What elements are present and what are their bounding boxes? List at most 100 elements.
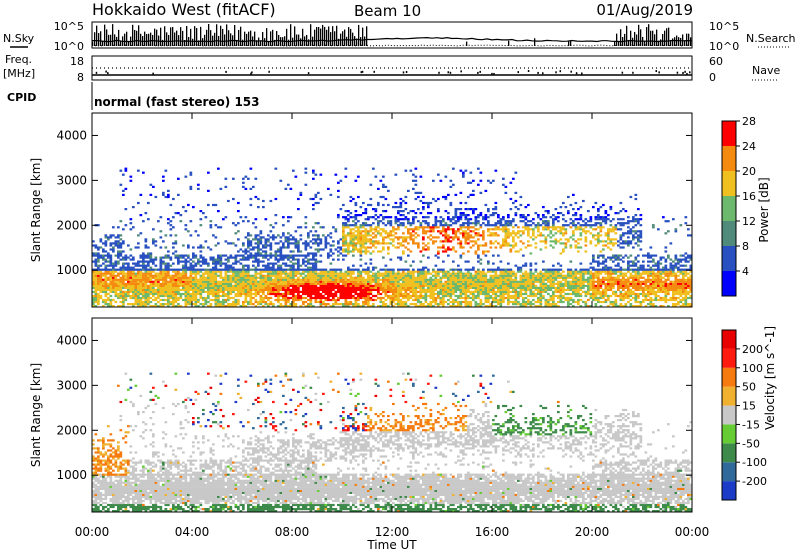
heatmap-cell xyxy=(514,242,518,245)
heatmap-cell xyxy=(294,175,298,178)
heatmap-cell xyxy=(144,264,148,267)
heatmap-cell xyxy=(402,296,405,300)
heatmap-cell xyxy=(382,222,385,225)
heatmap-cell xyxy=(102,258,105,261)
heatmap-cell xyxy=(144,284,148,287)
heatmap-cell xyxy=(372,228,375,231)
heatmap-cell xyxy=(462,224,465,227)
heatmap-cell xyxy=(532,228,535,231)
heatmap-cell xyxy=(179,288,183,291)
heatmap-cell xyxy=(117,244,120,247)
freq-mark xyxy=(658,71,660,74)
heatmap-cell xyxy=(494,274,498,277)
heatmap-cell xyxy=(517,292,520,296)
heatmap-cell xyxy=(359,282,363,285)
heatmap-cell xyxy=(287,292,290,296)
heatmap-cell xyxy=(342,296,345,300)
heatmap-cell xyxy=(502,216,505,219)
heatmap-cell xyxy=(174,286,178,289)
heatmap-cell xyxy=(504,244,508,247)
heatmap-cell xyxy=(544,298,548,302)
heatmap-cell xyxy=(462,280,465,283)
heatmap-cell xyxy=(257,286,260,289)
heatmap-cell xyxy=(157,272,160,275)
heatmap-cell xyxy=(167,268,170,271)
heatmap-cell xyxy=(247,282,250,285)
heatmap-cell xyxy=(427,216,430,219)
noise-bar xyxy=(216,24,218,46)
heatmap-cell xyxy=(509,282,513,285)
heatmap-cell xyxy=(229,280,233,283)
heatmap-cell xyxy=(364,212,368,215)
cpid-text: normal (fast stereo) 153 xyxy=(94,95,260,109)
heatmap-cell xyxy=(457,278,460,281)
noise-bar xyxy=(196,28,198,46)
heatmap-cell xyxy=(149,258,153,261)
heatmap-cell xyxy=(369,270,373,273)
heatmap-cell xyxy=(154,305,158,308)
heatmap-cell xyxy=(422,305,425,308)
heatmap-cell xyxy=(479,191,483,194)
heatmap-cell xyxy=(132,284,135,287)
heatmap-cell xyxy=(452,218,455,221)
heatmap-cell xyxy=(452,270,455,273)
heatmap-cell xyxy=(149,276,153,279)
heatmap-cell xyxy=(544,228,548,231)
noise-bar xyxy=(254,31,256,46)
noise-bar xyxy=(246,33,248,46)
heatmap-cell xyxy=(477,220,480,223)
heatmap-cell xyxy=(149,290,153,293)
heatmap-cell xyxy=(92,270,95,273)
noise-bar xyxy=(286,28,288,46)
heatmap-cell xyxy=(162,274,165,277)
heatmap-cell xyxy=(449,185,453,188)
heatmap-cell xyxy=(504,224,508,227)
heatmap-cell xyxy=(102,272,105,275)
heatmap-cell xyxy=(249,197,253,201)
heatmap-cell xyxy=(239,258,243,261)
heatmap-cell xyxy=(392,288,395,291)
heatmap-cell xyxy=(112,242,115,245)
heatmap-cell xyxy=(104,303,108,306)
heatmap-cell xyxy=(477,292,480,296)
heatmap-cell xyxy=(247,240,250,243)
heatmap-cell xyxy=(144,278,148,281)
heatmap-cell xyxy=(494,294,498,298)
heatmap-cell xyxy=(377,276,380,279)
heatmap-cell xyxy=(172,216,175,219)
heatmap-cell xyxy=(492,276,495,279)
heatmap-cell xyxy=(319,282,323,285)
heatmap-cell xyxy=(122,264,125,267)
heatmap-cell xyxy=(94,298,98,302)
heatmap-cell xyxy=(369,258,373,261)
heatmap-cell xyxy=(257,303,260,306)
heatmap-cell xyxy=(312,305,315,308)
heatmap-cell xyxy=(109,236,113,239)
heatmap-cell xyxy=(509,294,513,298)
heatmap-cell xyxy=(139,298,143,302)
heatmap-cell xyxy=(364,284,368,287)
heatmap-cell xyxy=(464,232,468,235)
heatmap-cell xyxy=(142,272,145,275)
heatmap-cell xyxy=(279,278,283,281)
heatmap-cell xyxy=(214,284,218,287)
heatmap-cell xyxy=(444,248,448,251)
heatmap-cell xyxy=(462,284,465,287)
heatmap-cell xyxy=(367,250,370,253)
heatmap-cell xyxy=(474,284,478,287)
heatmap-cell xyxy=(442,270,445,273)
heatmap-cell xyxy=(302,296,305,300)
heatmap-cell xyxy=(462,236,465,239)
heatmap-cell xyxy=(184,280,188,283)
heatmap-cell xyxy=(479,284,483,287)
heatmap-cell xyxy=(272,254,275,257)
heatmap-cell xyxy=(172,294,175,298)
heatmap-cell xyxy=(514,298,518,302)
heatmap-cell xyxy=(149,296,153,300)
heatmap-cell xyxy=(294,272,298,275)
heatmap-cell xyxy=(447,234,450,237)
heatmap-cell xyxy=(247,290,250,293)
heatmap-cell xyxy=(359,296,363,300)
heatmap-cell xyxy=(164,284,168,287)
heatmap-cell xyxy=(522,292,525,296)
